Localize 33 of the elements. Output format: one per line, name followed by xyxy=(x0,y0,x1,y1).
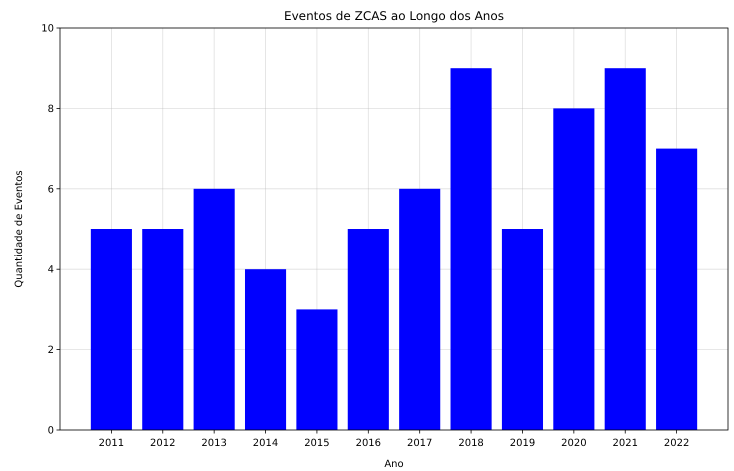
bar xyxy=(450,68,492,430)
y-tick-label: 4 xyxy=(48,264,54,276)
x-tick-label: 2015 xyxy=(304,438,330,449)
x-tick-label: 2020 xyxy=(561,438,587,449)
bar xyxy=(604,68,646,430)
y-tick-label: 8 xyxy=(48,104,54,115)
x-tick-label: 2017 xyxy=(406,438,432,449)
x-tick-label: 2019 xyxy=(510,438,536,449)
bar xyxy=(142,229,184,430)
x-axis-title: Ano xyxy=(384,459,404,470)
x-tick-label: 2013 xyxy=(201,438,227,449)
bar xyxy=(656,148,698,430)
x-tick-label: 2011 xyxy=(98,438,124,449)
y-tick-label: 2 xyxy=(48,345,54,356)
bar xyxy=(348,229,389,430)
x-tick-label: 2022 xyxy=(664,438,690,449)
y-tick-label: 10 xyxy=(41,24,54,34)
chart-title: Eventos de ZCAS ao Longo dos Anos xyxy=(284,9,504,23)
bar xyxy=(194,188,235,430)
bar xyxy=(296,309,338,430)
y-tick-label: 0 xyxy=(48,426,54,436)
bar xyxy=(399,188,440,430)
y-tick-label: 6 xyxy=(48,184,54,196)
y-axis-title: Quantidade de Eventos xyxy=(14,170,25,288)
x-tick-label: 2016 xyxy=(356,438,382,449)
bar xyxy=(553,108,594,430)
x-tick-label: 2018 xyxy=(458,438,484,449)
bar xyxy=(502,229,544,430)
x-tick-label: 2021 xyxy=(612,438,638,449)
x-tick-label: 2012 xyxy=(150,438,176,449)
bar xyxy=(244,269,286,430)
bar xyxy=(90,229,132,430)
x-tick-label: 2014 xyxy=(252,438,278,449)
